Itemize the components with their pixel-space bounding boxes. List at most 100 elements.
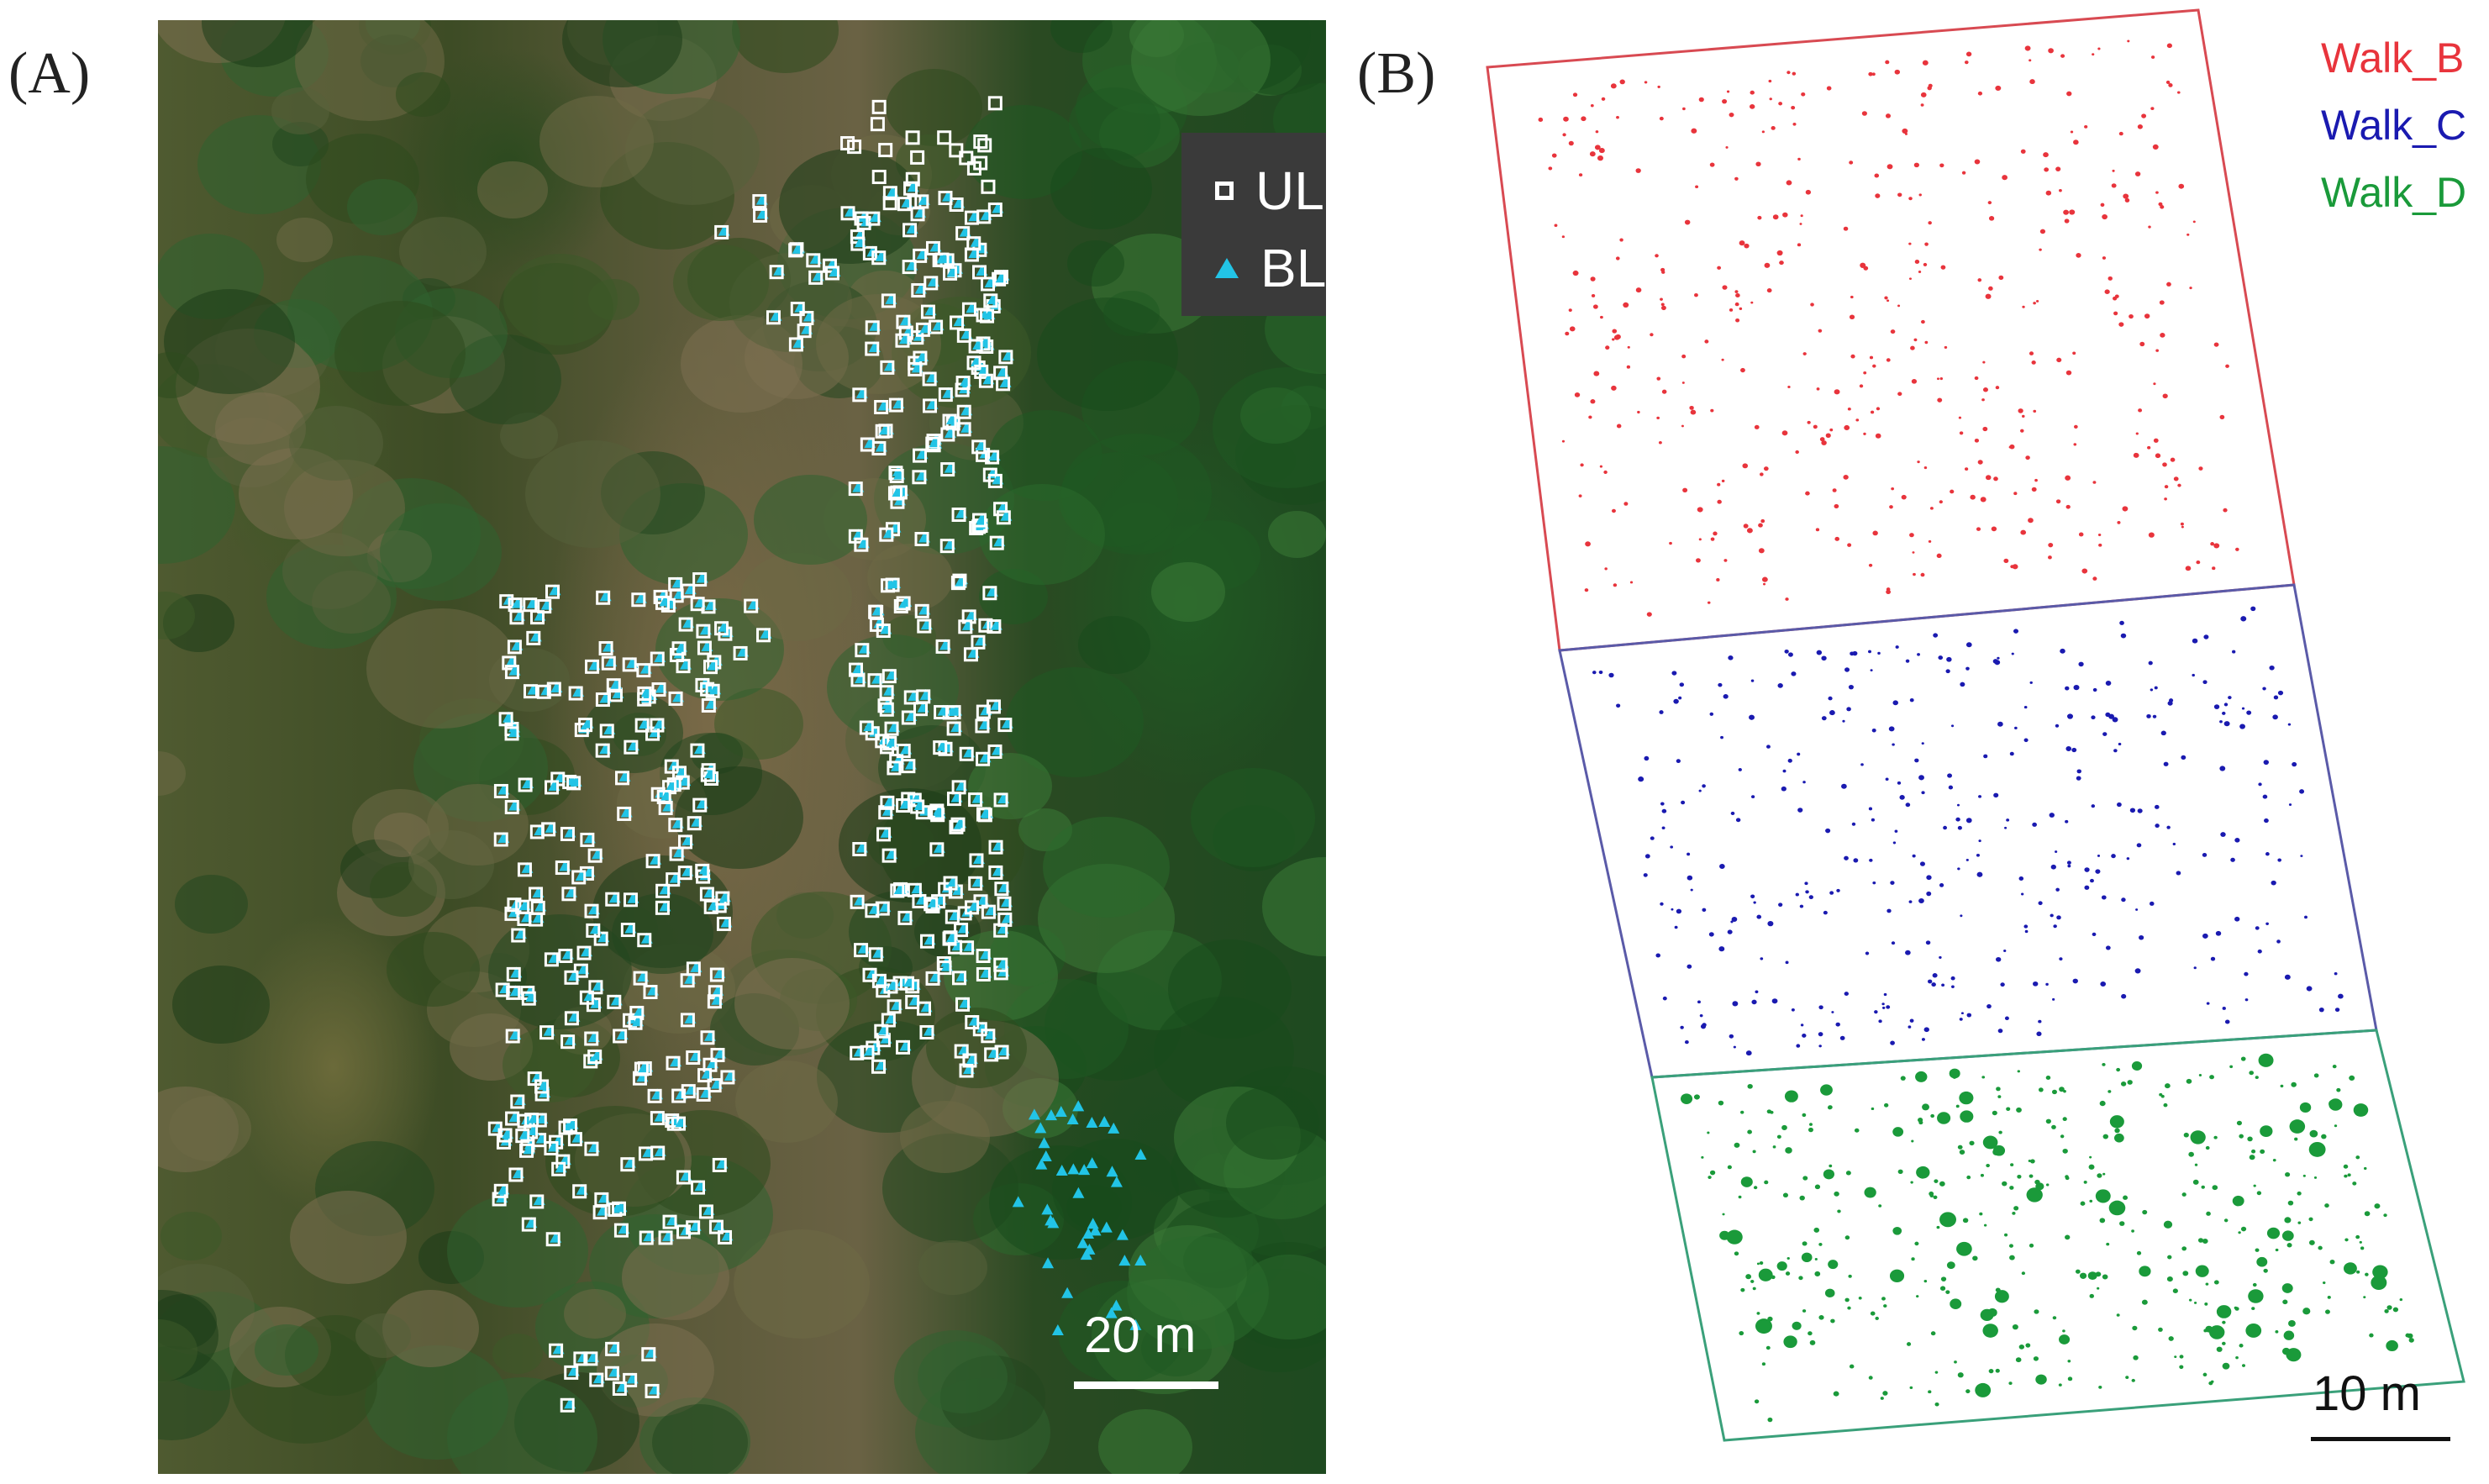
- point-cloud-dot: [1590, 399, 1596, 404]
- point-cloud-dot: [2073, 139, 2079, 145]
- point-cloud-dot: [1578, 494, 1582, 497]
- point-cloud-dot: [1980, 1173, 1985, 1177]
- point-cloud-dot: [2219, 720, 2223, 724]
- point-cloud-dot: [2022, 414, 2025, 418]
- point-cloud-dot: [2179, 1355, 2184, 1359]
- point-cloud-dot: [2332, 1065, 2337, 1069]
- scale-bar-label-b: 10 m: [2313, 1366, 2421, 1421]
- uls-tree-marker: [636, 663, 651, 678]
- uls-tree-marker: [887, 760, 902, 776]
- point-cloud-dot: [2051, 1089, 2057, 1095]
- uls-tree-marker: [997, 718, 1013, 733]
- point-cloud-dot: [2100, 981, 2107, 987]
- point-cloud-dot: [1988, 286, 1993, 291]
- point-cloud-dot: [1988, 1368, 1994, 1374]
- point-cloud-dot: [1829, 428, 1834, 432]
- point-cloud-dot: [1760, 957, 1764, 960]
- uls-tree-marker: [968, 339, 983, 354]
- uls-tree-marker: [605, 1341, 620, 1356]
- point-cloud-dot: [1802, 352, 1807, 355]
- point-cloud-dot: [2352, 1181, 2357, 1186]
- point-cloud-dot: [1572, 270, 1579, 276]
- point-cloud-dot: [1966, 1175, 1971, 1180]
- point-cloud-dot: [1782, 1192, 1789, 1198]
- uls-tree-marker: [508, 1167, 524, 1182]
- point-cloud-dot: [1994, 660, 2001, 666]
- point-cloud-dot: [1987, 201, 1992, 205]
- point-cloud-dot: [1890, 1040, 1895, 1045]
- uls-tree-marker: [865, 903, 880, 918]
- tree-canopy-shape: [1078, 616, 1150, 674]
- uls-tree-marker: [824, 266, 839, 281]
- point-cloud-dot: [1992, 1110, 1997, 1116]
- point-cloud-dot: [2271, 880, 2276, 886]
- point-cloud-dot: [1756, 1262, 1760, 1266]
- uls-tree-marker: [847, 139, 862, 155]
- uls-tree-marker: [564, 1365, 579, 1380]
- uls-tree-marker: [903, 181, 918, 196]
- point-cloud-dot: [2275, 1330, 2279, 1334]
- legend-label-walk-b: Walk_B: [2321, 34, 2465, 82]
- uls-tree-marker: [973, 134, 988, 150]
- point-cloud-dot: [1927, 979, 1933, 984]
- point-cloud-dot: [2076, 253, 2081, 258]
- point-cloud-dot: [2029, 351, 2034, 355]
- uls-tree-marker: [884, 721, 899, 736]
- point-cloud-dot: [2164, 497, 2167, 501]
- point-cloud-dot: [1890, 329, 1896, 334]
- point-cloud-dot: [2188, 1151, 2194, 1157]
- point-cloud-dot: [2289, 1119, 2306, 1134]
- uls-tree-marker: [912, 470, 927, 485]
- point-cloud-dot: [1777, 682, 1783, 688]
- point-cloud-dot: [2065, 504, 2071, 509]
- point-cloud-dot: [1750, 301, 1754, 304]
- uls-tree-marker: [915, 322, 930, 337]
- point-cloud-dot: [2033, 1356, 2039, 1361]
- point-cloud-dot: [2012, 1211, 2016, 1215]
- tree-canopy-shape: [1097, 1409, 1193, 1474]
- uls-tree-marker: [560, 826, 575, 841]
- point-cloud-dot: [2045, 190, 2052, 196]
- bls-tree-marker: [1110, 1299, 1123, 1311]
- uls-tree-marker: [681, 1084, 696, 1099]
- tree-canopy-shape: [1066, 240, 1124, 287]
- point-cloud-dot: [1911, 1139, 1914, 1143]
- uls-tree-marker: [502, 655, 517, 671]
- point-cloud-dot: [2318, 1245, 2323, 1250]
- point-cloud-dot: [1808, 1331, 1813, 1336]
- point-cloud-dot: [2084, 885, 2090, 890]
- uls-tree-marker: [854, 537, 869, 552]
- bls-tree-marker: [1042, 1257, 1055, 1269]
- point-cloud-dot: [1791, 671, 1797, 676]
- point-cloud-dot: [1957, 1372, 1964, 1378]
- point-cloud-dots: [1538, 39, 2414, 1423]
- bls-tree-marker: [1078, 1164, 1091, 1176]
- point-cloud-dot: [1661, 826, 1665, 829]
- uls-tree-marker: [968, 792, 983, 808]
- point-cloud-dot: [2250, 606, 2256, 612]
- point-cloud-dot: [1897, 192, 1902, 197]
- uls-tree-marker: [707, 994, 722, 1009]
- uls-tree-marker: [881, 1013, 896, 1028]
- point-cloud-dot: [2012, 564, 2018, 570]
- point-cloud-dot: [2258, 1053, 2274, 1067]
- point-cloud-dot: [1727, 929, 1733, 934]
- point-cloud-dot: [2048, 48, 2054, 54]
- point-cloud-dot: [1909, 533, 1914, 538]
- uls-tree-marker: [896, 798, 911, 813]
- point-cloud-dot: [1982, 387, 1988, 392]
- point-cloud-dot: [1816, 387, 1820, 391]
- point-cloud-dot: [1687, 964, 1692, 969]
- point-cloud-dot: [1823, 910, 1828, 915]
- point-cloud-dot: [2255, 1076, 2259, 1079]
- point-cloud-dot: [1716, 578, 1720, 581]
- point-cloud-dot: [2045, 1076, 2051, 1081]
- point-cloud-dot: [2097, 534, 2102, 537]
- point-cloud-dot: [2288, 1320, 2296, 1327]
- point-cloud-dot: [1868, 563, 1873, 567]
- point-cloud-dot: [2203, 634, 2209, 639]
- point-cloud-dot: [2273, 695, 2279, 700]
- point-cloud-dot: [1766, 745, 1771, 749]
- point-cloud-dot: [1908, 197, 1913, 201]
- point-cloud-dot: [2223, 508, 2228, 513]
